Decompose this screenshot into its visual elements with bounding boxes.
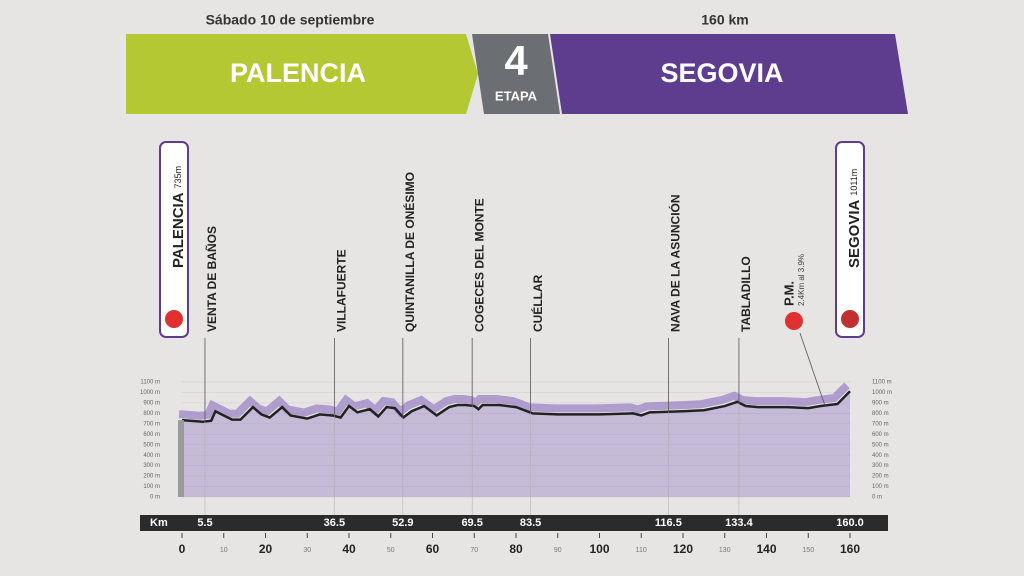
elevation-ridge xyxy=(178,382,850,420)
y-tick-label-right: 800 m xyxy=(872,411,889,417)
checkpoint-km: 116.5 xyxy=(655,517,682,529)
x-tick-label: 20 xyxy=(259,542,273,556)
start-sign xyxy=(159,141,189,338)
mountain-detail: 2.4Km al 3.9% xyxy=(797,254,806,306)
mountain-icon xyxy=(784,312,803,330)
finish-banner xyxy=(550,34,908,114)
finish-km: 160.0 xyxy=(836,517,864,529)
y-tick-label: 800 m xyxy=(143,411,160,417)
finish-city: SEGOVIA xyxy=(660,58,783,88)
checkpoint-km: 5.5 xyxy=(197,517,212,529)
start-icon xyxy=(165,310,183,328)
y-tick-label-right: 100 m xyxy=(872,484,889,490)
checkpoint-name: NAVA DE LA ASUNCIÓN xyxy=(668,194,683,332)
start-name: PALENCIA 735m xyxy=(170,166,187,268)
y-tick-label: 0 m xyxy=(150,495,160,501)
checkpoint-name: VILLAFUERTE xyxy=(335,249,349,332)
mountain-line xyxy=(799,332,826,406)
start-city: PALENCIA xyxy=(170,192,187,268)
y-tick-label: 400 m xyxy=(143,453,160,459)
checkpoint-km: 52.9 xyxy=(392,517,413,529)
start-banner xyxy=(126,34,478,114)
x-tick-label: 150 xyxy=(802,547,814,554)
x-tick-label: 60 xyxy=(426,542,440,556)
mountain-name: P.M. xyxy=(781,281,796,306)
y-tick-label-right: 1100 m xyxy=(872,380,892,386)
y-tick-label: 600 m xyxy=(143,432,160,438)
x-tick-label: 110 xyxy=(636,547,647,554)
y-tick-label: 200 m xyxy=(143,474,160,480)
elevation-line xyxy=(181,390,851,423)
y-tick-label-right: 500 m xyxy=(872,442,889,448)
x-tick-label: 90 xyxy=(554,547,562,554)
stage-badge xyxy=(472,34,560,114)
start-city: PALENCIA xyxy=(230,58,366,88)
x-tick-label: 30 xyxy=(303,547,311,554)
x-tick-label: 120 xyxy=(673,542,693,556)
y-tick-label: 100 m xyxy=(143,484,160,490)
checkpoint-name: QUINTANILLA DE ONÉSIMO xyxy=(402,172,417,332)
y-tick-label-right: 900 m xyxy=(872,400,889,406)
x-tick-label: 10 xyxy=(220,547,228,554)
x-tick-label: 160 xyxy=(840,542,860,556)
checkpoint-name: COGECES DEL MONTE xyxy=(472,198,486,332)
checkpoint-km: 83.5 xyxy=(520,517,541,529)
checkpoint-km: 36.5 xyxy=(324,517,345,529)
y-tick-label: 300 m xyxy=(143,463,160,469)
finish-icon xyxy=(841,310,859,328)
finish-city: SEGOVIA xyxy=(846,199,863,268)
y-tick-label: 900 m xyxy=(143,400,160,406)
elevation-area xyxy=(182,391,850,497)
stage-label: ETAPA xyxy=(495,88,538,103)
km-bar xyxy=(140,515,888,531)
x-tick-label: 0 xyxy=(179,542,186,556)
start-altitude: 735m xyxy=(173,166,183,189)
y-tick-label-right: 0 m xyxy=(872,495,882,501)
finish-name: SEGOVIA 1011m xyxy=(846,169,863,268)
checkpoint-km: 133.4 xyxy=(725,517,753,529)
stage-number: 4 xyxy=(504,37,528,84)
x-tick-label: 140 xyxy=(756,542,776,556)
date: Sábado 10 de septiembre xyxy=(206,12,375,28)
checkpoint-name: VENTA DE BAÑOS xyxy=(204,226,219,332)
checkpoint-name: CUÉLLAR xyxy=(530,274,545,332)
y-tick-label: 500 m xyxy=(143,442,160,448)
x-tick-label: 50 xyxy=(387,547,395,554)
y-tick-label: 1000 m xyxy=(140,390,160,396)
y-tick-label-right: 1000 m xyxy=(872,390,892,396)
y-tick-label-right: 200 m xyxy=(872,474,889,480)
x-tick-label: 80 xyxy=(509,542,523,556)
y-tick-label-right: 700 m xyxy=(872,421,889,427)
checkpoint-km: 69.5 xyxy=(461,517,482,529)
y-tick-label-right: 600 m xyxy=(872,432,889,438)
x-tick-label: 130 xyxy=(719,547,731,554)
distance: 160 km xyxy=(701,12,748,28)
x-tick-label: 100 xyxy=(589,542,609,556)
km-label: Km xyxy=(150,517,168,529)
finish-altitude: 1011m xyxy=(849,169,859,196)
start-wall xyxy=(178,420,184,497)
x-tick-label: 40 xyxy=(342,542,356,556)
y-tick-label: 1100 m xyxy=(140,380,160,386)
finish-sign xyxy=(835,141,865,338)
x-tick-label: 70 xyxy=(470,547,478,554)
checkpoint-name: TABLADILLO xyxy=(739,256,753,332)
y-tick-label-right: 300 m xyxy=(872,463,889,469)
y-tick-label: 700 m xyxy=(143,421,160,427)
y-tick-label-right: 400 m xyxy=(872,453,889,459)
